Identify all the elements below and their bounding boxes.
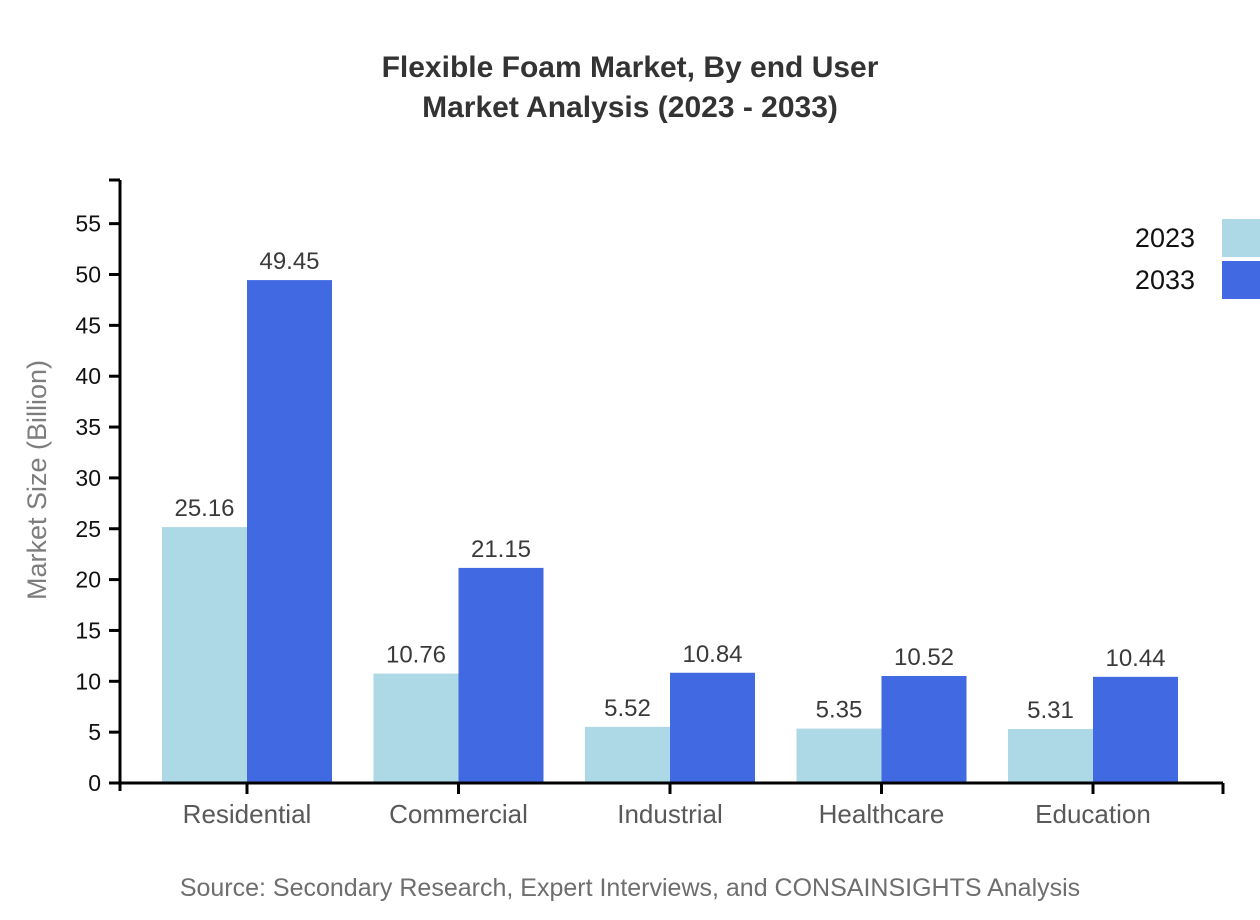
y-tick-label-20: 20 [75,567,101,593]
bar-2023-education [1008,728,1093,783]
value-label-2023-residential: 25.16 [174,495,234,522]
value-label-2023-education: 5.31 [1027,697,1074,724]
bar-2023-industrial [585,726,670,783]
value-label-2023-industrial: 5.52 [604,695,651,722]
legend-swatch-2023 [1222,219,1260,257]
y-tick-label-25: 25 [75,516,101,542]
value-label-2023-commercial: 10.76 [386,642,446,669]
value-label-2033-healthcare: 10.52 [894,644,954,671]
legend-label-2023: 2023 [1134,222,1195,253]
y-tick-label-55: 55 [75,211,101,237]
bar-2023-healthcare [796,728,882,783]
legend: 2023 2033 [1135,219,1260,299]
chart-title: Flexible Foam Market, By end User Market… [0,48,1260,128]
bar-2033-residential [247,280,332,783]
y-tick-label-45: 45 [75,312,101,338]
bar-2033-education [1093,676,1178,783]
y-tick-label-30: 30 [75,465,101,491]
legend-item-2023: 2023 [1135,219,1260,257]
legend-swatch-2033 [1222,261,1260,299]
y-tick-label-10: 10 [75,668,101,694]
y-tick-label-5: 5 [88,719,101,745]
category-label-industrial: Industrial [617,799,723,829]
bar-2033-healthcare [881,676,967,783]
value-label-2023-healthcare: 5.35 [816,697,863,724]
value-label-2033-education: 10.44 [1105,645,1165,672]
source-note: Source: Secondary Research, Expert Inter… [179,874,1081,902]
value-label-2033-commercial: 21.15 [471,536,531,563]
value-label-2033-industrial: 10.84 [682,641,742,668]
legend-label-2033: 2033 [1134,264,1195,295]
y-tick-label-15: 15 [75,617,101,643]
y-tick-label-40: 40 [75,363,101,389]
bar-2033-industrial [670,672,755,783]
category-label-commercial: Commercial [389,799,528,829]
category-label-residential: Residential [183,799,312,829]
category-label-healthcare: Healthcare [819,799,945,829]
bar-2023-residential [162,527,247,783]
chart-title-line2: Market Analysis (2023 - 2033) [422,91,838,124]
y-tick-label-0: 0 [88,770,101,796]
y-tick-label-50: 50 [75,262,101,288]
chart-title-line1: Flexible Foam Market, By end User [381,51,879,84]
bar-2023-commercial [373,673,459,783]
y-tick-label-35: 35 [75,414,101,440]
category-label-education: Education [1035,799,1151,829]
legend-item-2033: 2033 [1135,261,1260,299]
value-label-2033-residential: 49.45 [259,248,319,275]
bar-2033-commercial [458,567,544,783]
